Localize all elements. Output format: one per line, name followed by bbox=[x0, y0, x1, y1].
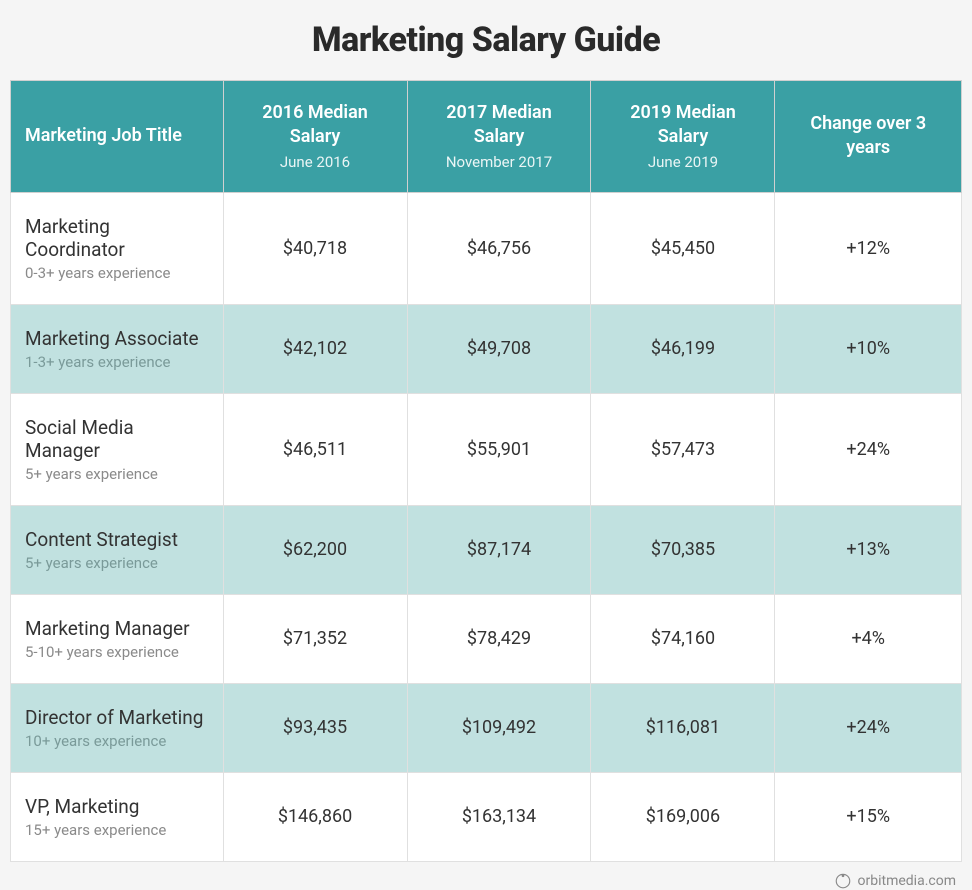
job-title: Marketing Manager bbox=[25, 617, 190, 640]
cell-c2016: $46,511 bbox=[223, 393, 407, 505]
cell-c2019: $116,081 bbox=[591, 683, 775, 772]
col-label: 2019 Median Salary bbox=[630, 102, 736, 147]
footer-text: orbitmedia.com bbox=[858, 873, 956, 889]
cell-c2016: $42,102 bbox=[223, 304, 407, 393]
page-title: Marketing Salary Guide bbox=[10, 20, 962, 60]
col-label: Change over 3 years bbox=[810, 113, 926, 158]
col-sublabel: June 2019 bbox=[605, 152, 760, 172]
col-sublabel: November 2017 bbox=[422, 152, 577, 172]
col-change: Change over 3 years bbox=[775, 81, 962, 193]
cell-change: +24% bbox=[775, 393, 962, 505]
col-2019: 2019 Median Salary June 2019 bbox=[591, 81, 775, 193]
cell-change: +4% bbox=[775, 594, 962, 683]
cell-change: +15% bbox=[775, 772, 962, 861]
col-2016: 2016 Median Salary June 2016 bbox=[223, 81, 407, 193]
col-label: 2016 Median Salary bbox=[262, 102, 368, 147]
table-row: Marketing Coordinator 0-3+ years experien… bbox=[11, 192, 962, 304]
job-title: Content Strategist bbox=[25, 528, 178, 551]
job-title: Social Media Manager bbox=[25, 416, 134, 462]
col-label: 2017 Median Salary bbox=[446, 102, 552, 147]
cell-c2016: $146,860 bbox=[223, 772, 407, 861]
job-experience: 5+ years experience bbox=[25, 465, 209, 483]
table-row: Content Strategist 5+ years experience $62… bbox=[11, 505, 962, 594]
cell-c2019: $70,385 bbox=[591, 505, 775, 594]
cell-c2019: $45,450 bbox=[591, 192, 775, 304]
col-job-title: Marketing Job Title bbox=[11, 81, 224, 193]
cell-c2016: $71,352 bbox=[223, 594, 407, 683]
job-title: VP, Marketing bbox=[25, 795, 139, 818]
col-sublabel: June 2016 bbox=[238, 152, 393, 172]
cell-c2017: $46,756 bbox=[407, 192, 591, 304]
cell-c2017: $87,174 bbox=[407, 505, 591, 594]
table-header-row: Marketing Job Title 2016 Median Salary J… bbox=[11, 81, 962, 193]
table-row: Marketing Associate 1-3+ years experience… bbox=[11, 304, 962, 393]
cell-c2016: $40,718 bbox=[223, 192, 407, 304]
job-experience: 0-3+ years experience bbox=[25, 264, 209, 282]
cell-job-title: VP, Marketing 15+ years experience bbox=[11, 772, 224, 861]
table-body: Marketing Coordinator 0-3+ years experien… bbox=[11, 192, 962, 861]
cell-change: +12% bbox=[775, 192, 962, 304]
table-row: Director of Marketing 10+ years experienc… bbox=[11, 683, 962, 772]
cell-job-title: Marketing Manager 5-10+ years experience bbox=[11, 594, 224, 683]
cell-c2017: $78,429 bbox=[407, 594, 591, 683]
cell-c2019: $169,006 bbox=[591, 772, 775, 861]
cell-c2016: $62,200 bbox=[223, 505, 407, 594]
table-row: Marketing Manager 5-10+ years experience $… bbox=[11, 594, 962, 683]
cell-c2017: $49,708 bbox=[407, 304, 591, 393]
cell-c2019: $57,473 bbox=[591, 393, 775, 505]
cell-c2019: $74,160 bbox=[591, 594, 775, 683]
job-experience: 15+ years experience bbox=[25, 821, 209, 839]
cell-change: +13% bbox=[775, 505, 962, 594]
col-2017: 2017 Median Salary November 2017 bbox=[407, 81, 591, 193]
job-experience: 10+ years experience bbox=[25, 732, 209, 750]
cell-change: +24% bbox=[775, 683, 962, 772]
footer: orbitmedia.com bbox=[10, 872, 962, 890]
job-title: Marketing Associate bbox=[25, 327, 199, 350]
cell-c2019: $46,199 bbox=[591, 304, 775, 393]
cell-job-title: Director of Marketing 10+ years experienc… bbox=[11, 683, 224, 772]
cell-c2017: $163,134 bbox=[407, 772, 591, 861]
cell-job-title: Marketing Associate 1-3+ years experience bbox=[11, 304, 224, 393]
table-row: Social Media Manager 5+ years experience $… bbox=[11, 393, 962, 505]
cell-job-title: Marketing Coordinator 0-3+ years experien… bbox=[11, 192, 224, 304]
cell-job-title: Content Strategist 5+ years experience bbox=[11, 505, 224, 594]
cell-c2017: $55,901 bbox=[407, 393, 591, 505]
orbit-icon bbox=[834, 872, 852, 890]
job-experience: 5-10+ years experience bbox=[25, 643, 209, 661]
col-label: Marketing Job Title bbox=[25, 125, 182, 146]
salary-table: Marketing Job Title 2016 Median Salary J… bbox=[10, 80, 962, 862]
job-title: Marketing Coordinator bbox=[25, 215, 125, 261]
cell-c2016: $93,435 bbox=[223, 683, 407, 772]
table-row: VP, Marketing 15+ years experience $146,86… bbox=[11, 772, 962, 861]
cell-c2017: $109,492 bbox=[407, 683, 591, 772]
job-title: Director of Marketing bbox=[25, 706, 203, 729]
job-experience: 1-3+ years experience bbox=[25, 353, 209, 371]
cell-change: +10% bbox=[775, 304, 962, 393]
cell-job-title: Social Media Manager 5+ years experience bbox=[11, 393, 224, 505]
job-experience: 5+ years experience bbox=[25, 554, 209, 572]
